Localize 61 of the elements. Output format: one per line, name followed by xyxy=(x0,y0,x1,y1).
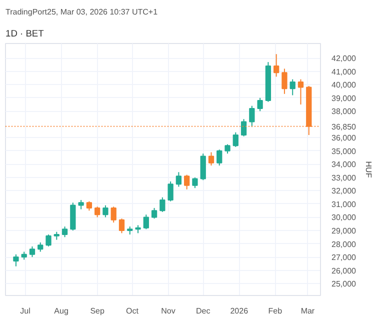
x-tick-label: Jul xyxy=(20,306,31,316)
ref-line-label: 36,850 xyxy=(332,122,357,132)
text: TradingPort25, Mar 03, 2026 10:37 UTC+1 xyxy=(6,8,158,16)
y-tick-label: 34,000 xyxy=(332,160,357,170)
y-tick-label: 25,000 xyxy=(332,280,357,289)
candlestick xyxy=(257,97,263,112)
candlestick xyxy=(62,226,68,238)
y-tick-label: 39,000 xyxy=(332,94,357,103)
x-tick-label: Nov xyxy=(161,306,176,316)
candlestick xyxy=(168,180,174,202)
y-tick-label: 36,000 xyxy=(332,134,357,143)
candlestick xyxy=(86,200,92,212)
y-tick-label: 38,000 xyxy=(332,107,357,116)
candlestick xyxy=(232,132,238,148)
candlestick xyxy=(46,234,52,247)
candlestick xyxy=(216,149,222,166)
y-tick-label: 42,000 xyxy=(332,54,357,64)
candlestick xyxy=(94,206,100,218)
x-tick-label: 2026 xyxy=(230,306,249,316)
candlestick xyxy=(160,196,166,212)
candlestick xyxy=(143,214,149,230)
y-tick-label: 40,000 xyxy=(332,80,357,90)
candlestick xyxy=(282,68,288,94)
candlestick xyxy=(184,174,190,190)
candlestick xyxy=(29,246,36,258)
y-tick-label: 30,000 xyxy=(332,213,357,222)
candlestick xyxy=(38,242,44,252)
y-tick-label: 27,000 xyxy=(332,253,357,262)
candlestick xyxy=(224,144,230,154)
candlestick xyxy=(290,78,296,96)
candlestick xyxy=(102,204,108,218)
candlestick xyxy=(110,206,116,224)
x-tick-label: Mar xyxy=(300,306,315,316)
candlestick xyxy=(118,218,125,234)
y-tick-label: 32,000 xyxy=(332,186,357,196)
candlestick xyxy=(298,78,304,106)
y-tick-label: 41,000 xyxy=(332,67,357,76)
x-tick-label: Dec xyxy=(196,306,210,316)
y-tick-label: 33,000 xyxy=(332,173,357,182)
candlestick xyxy=(176,172,182,188)
candlestick xyxy=(70,202,76,232)
candlestick xyxy=(78,200,84,210)
y-tick-label: 26,000 xyxy=(332,266,357,276)
candlestick xyxy=(151,207,158,220)
x-tick-label: Aug xyxy=(54,306,68,316)
y-tick-label: 35,000 xyxy=(332,146,357,156)
candlestick xyxy=(192,176,198,189)
x-tick-label: Oct xyxy=(126,306,140,316)
y-tick-label: 29,000 xyxy=(332,226,357,236)
chart-title: 1D · BET xyxy=(6,28,44,38)
candlestick xyxy=(13,254,19,267)
candlestick xyxy=(208,152,214,166)
candlestick xyxy=(200,153,206,181)
x-tick-label: Sep xyxy=(90,306,105,316)
candlestick xyxy=(249,105,255,128)
y-tick-label: 28,000 xyxy=(332,240,357,249)
y-tick-label: 31,000 xyxy=(332,200,357,209)
y-axis-title: HUF xyxy=(364,161,373,178)
candlestick xyxy=(274,54,280,78)
x-tick-label: Feb xyxy=(268,306,283,316)
candlestick xyxy=(240,118,247,137)
